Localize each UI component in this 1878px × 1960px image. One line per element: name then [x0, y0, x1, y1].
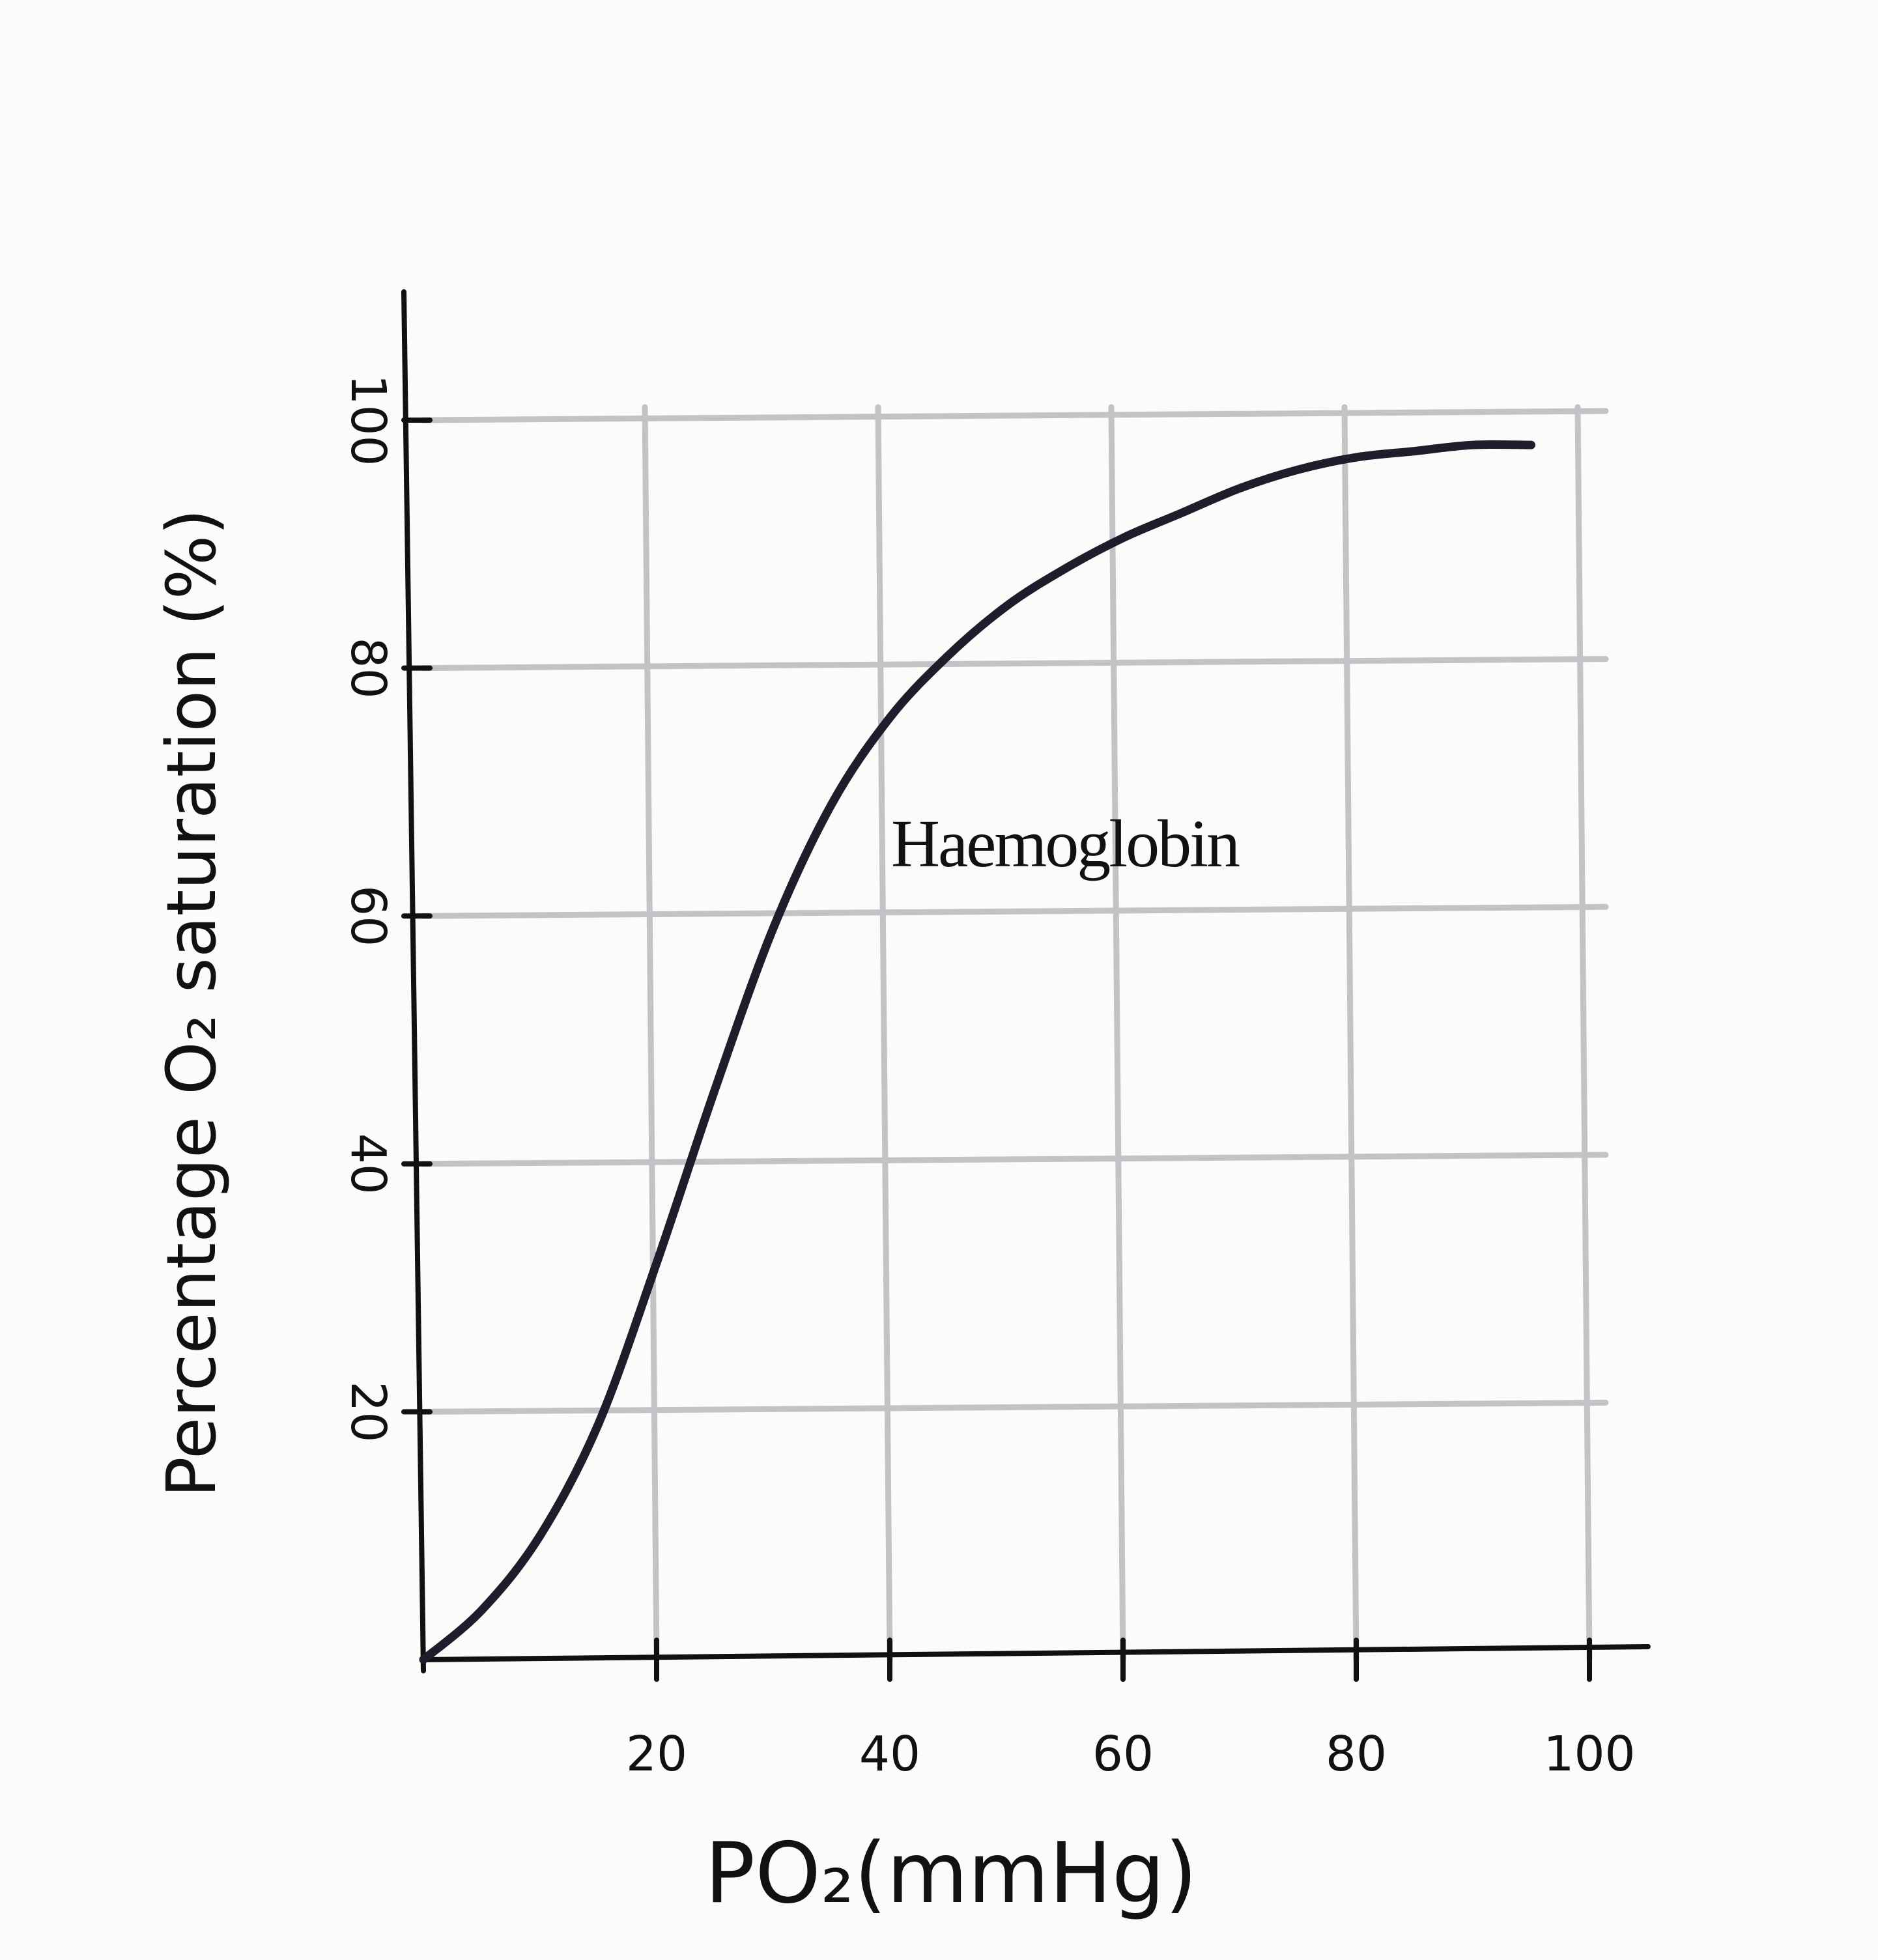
grid-line-y-100: [420, 408, 1609, 423]
x-tick-label-100: 100: [1543, 1726, 1635, 1782]
y-tick-label-100: 100: [340, 374, 396, 466]
x-tick-label-40: 40: [859, 1726, 920, 1782]
x-tick-label-20: 20: [626, 1726, 687, 1782]
x-axis-title: PO₂(mmHg): [705, 1825, 1197, 1922]
grid-line-x-60: [1108, 404, 1126, 1663]
grid-line-y-60: [420, 903, 1609, 919]
grid-line-x-40: [875, 404, 893, 1663]
grid-line-y-20: [420, 1399, 1609, 1415]
y-tick-label-20: 20: [340, 1381, 396, 1442]
grid-line-y-40: [420, 1152, 1609, 1167]
grid-line-x-20: [642, 404, 660, 1663]
y-tick-label-60: 60: [340, 885, 396, 946]
grid: [420, 404, 1609, 1663]
series-line-0: [419, 440, 1535, 1664]
grid-line-x-100: [1574, 404, 1593, 1663]
grid-line-x-80: [1341, 404, 1359, 1663]
series: Haemoglobin: [419, 440, 1535, 1664]
y-tick-label-80: 80: [340, 638, 396, 699]
y-axis-title: Percentage O₂ saturation (%): [152, 509, 231, 1498]
x-tick-label-80: 80: [1326, 1726, 1387, 1782]
x-tick-label-60: 60: [1092, 1726, 1154, 1782]
y-axis: [401, 289, 426, 1673]
curve-label: Haemoglobin: [891, 806, 1240, 881]
x-axis: [421, 1644, 1651, 1662]
grid-line-y-80: [420, 656, 1609, 672]
axes: [401, 289, 1651, 1673]
y-tick-label-40: 40: [340, 1133, 396, 1195]
ticks: 20 40 60 80 100 20 40 60 80 100: [340, 374, 1636, 1782]
